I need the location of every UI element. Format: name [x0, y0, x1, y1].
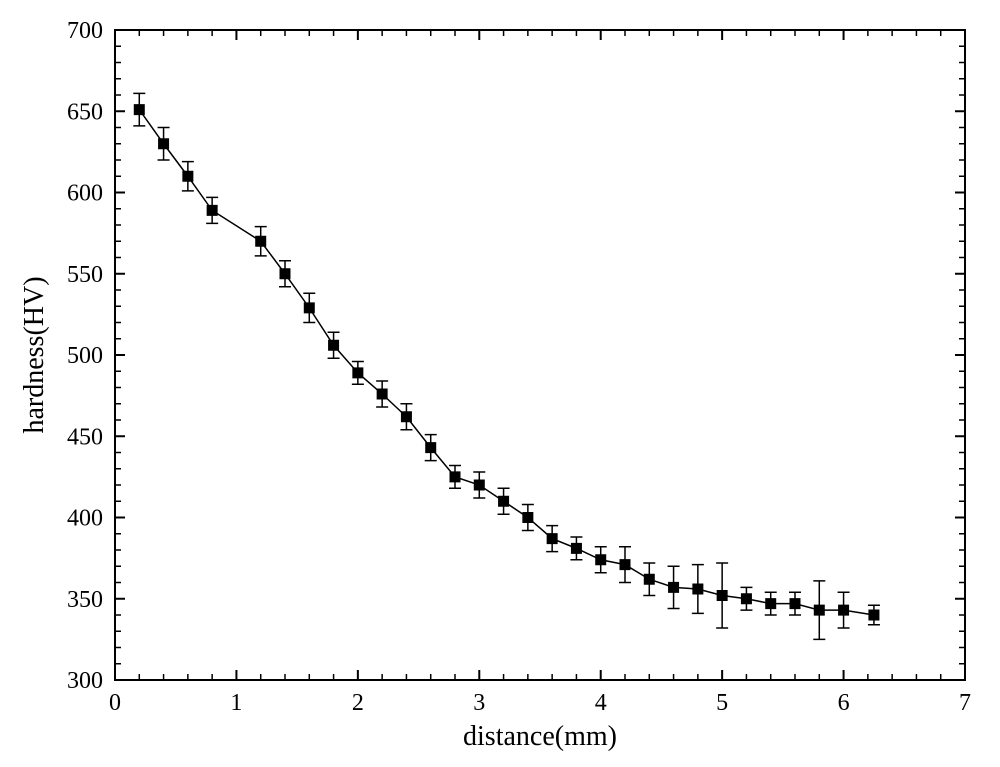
x-tick-label: 2 [352, 690, 364, 716]
data-marker [790, 599, 800, 609]
y-tick-label: 650 [67, 99, 103, 125]
data-marker [869, 610, 879, 620]
data-marker [207, 205, 217, 215]
data-marker [523, 513, 533, 523]
y-axis-title: hardness(HV) [19, 276, 50, 433]
data-marker [693, 584, 703, 594]
x-tick-label: 5 [716, 690, 728, 716]
data-marker [620, 560, 630, 570]
chart-svg: 0 1 2 3 4 5 6 7 300 350 400 450 500 550 600 650 700 dista… [0, 0, 1000, 762]
data-marker [596, 555, 606, 565]
data-marker [159, 139, 169, 149]
data-marker [450, 472, 460, 482]
data-line [139, 110, 874, 615]
y-tick-label: 700 [67, 18, 103, 44]
data-marker [571, 543, 581, 553]
data-marker [499, 496, 509, 506]
x-axis-title: distance(mm) [463, 721, 617, 752]
data-marker [280, 269, 290, 279]
x-tick-label: 1 [230, 690, 242, 716]
y-tick-label: 550 [67, 262, 103, 288]
data-marker [134, 105, 144, 115]
x-tick-label: 4 [595, 690, 607, 716]
data-marker [426, 443, 436, 453]
data-marker [401, 412, 411, 422]
data-marker [183, 171, 193, 181]
data-marker [717, 591, 727, 601]
data-marker [741, 594, 751, 604]
data-marker [474, 480, 484, 490]
y-tick-label: 400 [67, 506, 103, 532]
x-tick-label: 0 [109, 690, 121, 716]
data-marker [669, 582, 679, 592]
data-marker [256, 236, 266, 246]
plot-frame [115, 30, 965, 680]
y-tick-label: 300 [67, 668, 103, 694]
data-marker [814, 605, 824, 615]
y-tick-label: 600 [67, 181, 103, 207]
y-tick-label: 450 [67, 424, 103, 450]
data-marker [353, 368, 363, 378]
data-marker [304, 303, 314, 313]
x-tick-label: 6 [838, 690, 850, 716]
data-marker [766, 599, 776, 609]
data-marker [377, 389, 387, 399]
data-marker [839, 605, 849, 615]
data-marker [329, 340, 339, 350]
data-marker [547, 534, 557, 544]
data-marker [644, 574, 654, 584]
hardness-distance-chart: 0 1 2 3 4 5 6 7 300 350 400 450 500 550 600 650 700 dista… [0, 0, 1000, 762]
x-tick-label: 7 [959, 690, 971, 716]
y-tick-label: 500 [67, 343, 103, 369]
y-tick-label: 350 [67, 587, 103, 613]
x-tick-label: 3 [473, 690, 485, 716]
